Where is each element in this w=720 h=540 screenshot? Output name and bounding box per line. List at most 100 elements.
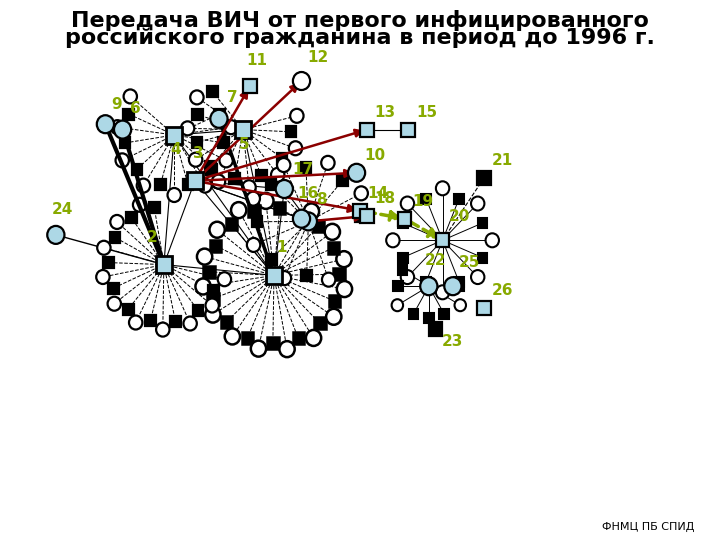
Circle shape [190, 90, 204, 104]
Bar [266, 267, 282, 284]
Bar [337, 176, 348, 186]
Bar [286, 126, 296, 137]
Circle shape [133, 198, 146, 212]
Circle shape [278, 271, 291, 285]
Text: 23: 23 [441, 334, 463, 349]
Bar [312, 220, 324, 232]
Circle shape [231, 202, 246, 218]
Bar [314, 318, 325, 329]
Circle shape [115, 153, 129, 167]
Circle shape [277, 158, 290, 172]
Text: 15: 15 [416, 105, 437, 119]
Circle shape [444, 277, 462, 295]
Text: 9: 9 [111, 97, 122, 112]
Bar [108, 283, 119, 294]
Circle shape [212, 174, 225, 188]
Bar [242, 332, 253, 343]
Bar [274, 201, 285, 214]
Circle shape [110, 215, 124, 229]
Text: 5: 5 [239, 137, 250, 152]
Circle shape [436, 285, 449, 299]
Circle shape [258, 193, 274, 209]
Text: Передача ВИЧ от первого инфицированного: Передача ВИЧ от первого инфицированного [71, 10, 649, 31]
Text: 13: 13 [374, 105, 396, 119]
Circle shape [289, 141, 302, 155]
Circle shape [195, 279, 211, 294]
Bar [109, 232, 120, 243]
Text: 26: 26 [492, 283, 513, 298]
Circle shape [293, 210, 310, 228]
Text: 11: 11 [246, 53, 267, 69]
Bar [328, 242, 339, 254]
Bar [409, 309, 418, 319]
Circle shape [321, 156, 335, 170]
Bar [301, 162, 311, 173]
Bar [267, 338, 279, 349]
Circle shape [247, 238, 260, 252]
Circle shape [181, 122, 194, 136]
Bar [210, 240, 221, 252]
Bar [205, 161, 216, 172]
Bar [248, 205, 260, 217]
Bar [477, 218, 487, 228]
Bar [251, 216, 262, 227]
Text: 20: 20 [449, 210, 469, 224]
Bar [277, 153, 287, 164]
Circle shape [210, 222, 225, 238]
Circle shape [306, 330, 321, 346]
Bar [166, 126, 182, 144]
Circle shape [217, 272, 231, 286]
Bar [393, 281, 403, 291]
Bar [123, 109, 134, 119]
Bar [292, 333, 304, 345]
Circle shape [304, 204, 319, 219]
Bar [149, 202, 160, 213]
Circle shape [326, 309, 341, 325]
Bar [221, 316, 232, 328]
Circle shape [276, 180, 293, 198]
Circle shape [336, 251, 351, 267]
Bar [454, 194, 464, 204]
Text: 24: 24 [52, 202, 73, 217]
Circle shape [246, 192, 260, 206]
Circle shape [107, 296, 121, 310]
Circle shape [111, 120, 124, 134]
Bar [333, 268, 345, 280]
Bar [266, 254, 276, 265]
Bar [192, 137, 202, 148]
Circle shape [97, 241, 111, 255]
Bar [170, 316, 181, 327]
Text: 14: 14 [368, 186, 389, 200]
Circle shape [129, 315, 143, 329]
Text: 6: 6 [130, 100, 141, 116]
Bar [145, 315, 156, 326]
Text: 18: 18 [374, 191, 396, 206]
Circle shape [156, 322, 169, 336]
Circle shape [420, 277, 438, 295]
Bar [398, 212, 411, 226]
Circle shape [471, 270, 485, 284]
Circle shape [436, 181, 449, 195]
Bar [155, 179, 166, 191]
Bar [225, 218, 237, 230]
Circle shape [124, 90, 137, 104]
Text: 8: 8 [316, 192, 327, 207]
Text: российского гражданина в период до 1996 г.: российского гражданина в период до 1996 … [65, 28, 655, 49]
Circle shape [354, 186, 368, 200]
Bar [156, 256, 172, 273]
Circle shape [293, 72, 310, 90]
Bar [215, 109, 225, 119]
Circle shape [96, 270, 109, 284]
Text: 12: 12 [307, 50, 328, 65]
Circle shape [271, 168, 284, 182]
Bar [193, 305, 203, 316]
Circle shape [243, 180, 256, 194]
Bar [454, 277, 464, 287]
Bar [186, 172, 203, 190]
Circle shape [225, 328, 240, 345]
Text: 10: 10 [364, 148, 385, 163]
Bar [203, 266, 215, 278]
Bar [354, 211, 365, 222]
Bar [424, 313, 433, 323]
Bar [230, 173, 240, 184]
